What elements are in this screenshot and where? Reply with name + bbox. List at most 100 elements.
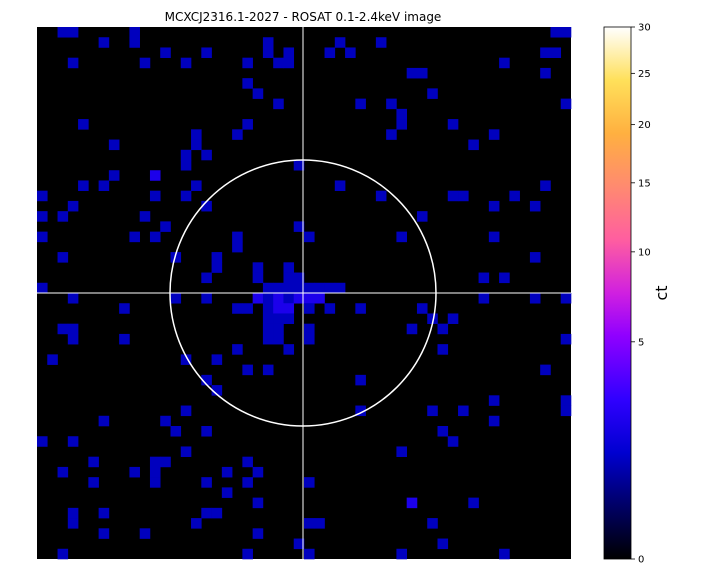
pixel	[529, 252, 541, 263]
pixel	[160, 456, 171, 468]
pixel	[139, 211, 151, 222]
pixel	[149, 190, 161, 202]
pixel	[529, 293, 541, 304]
pixel	[242, 456, 253, 468]
colorbar-tick-label: 5	[638, 337, 644, 348]
pixel	[468, 139, 479, 151]
pixel	[98, 415, 110, 427]
pixel	[57, 27, 69, 38]
pixel	[37, 211, 48, 222]
pixel	[488, 231, 500, 243]
pixel	[355, 98, 366, 110]
pixel	[78, 180, 89, 191]
pixel	[160, 221, 171, 232]
pixel	[242, 78, 253, 89]
pixel	[355, 303, 366, 314]
aperture-circle	[169, 159, 437, 427]
colorbar: 0 5 10 15 20 25 30 ct	[603, 23, 671, 566]
pixel	[242, 477, 253, 488]
pixel	[314, 282, 325, 294]
pixel	[211, 252, 223, 263]
pixel	[149, 231, 161, 243]
pixel	[396, 548, 407, 560]
pixel	[98, 180, 110, 191]
pixel	[201, 477, 212, 488]
pixel	[57, 211, 69, 222]
pixel	[67, 518, 79, 529]
pixel	[180, 57, 192, 69]
pixel	[427, 88, 438, 99]
pixel	[304, 303, 315, 314]
pixel	[37, 190, 48, 202]
pixel	[324, 282, 336, 294]
pixel	[540, 180, 551, 191]
pixel	[139, 528, 151, 539]
colorbar-tick-label: 15	[638, 178, 651, 189]
pixel	[139, 57, 151, 69]
chart-title: MCXCJ2316.1-2027 - ROSAT 0.1-2.4keV imag…	[165, 10, 442, 24]
pixel	[478, 272, 490, 284]
pixel	[262, 293, 274, 304]
pixel-layer	[37, 27, 572, 560]
pixel	[201, 426, 212, 437]
pixel	[550, 47, 562, 58]
pixel	[149, 466, 161, 478]
pixel	[314, 518, 325, 529]
pixel	[324, 303, 336, 314]
colorbar-tick-label: 0	[638, 555, 644, 566]
pixel	[242, 119, 253, 130]
pixel	[201, 149, 212, 161]
pixel	[98, 37, 110, 48]
pixel	[488, 129, 500, 140]
pixel	[221, 466, 233, 478]
pixel	[221, 487, 233, 498]
pixel	[304, 477, 315, 488]
pixel	[67, 323, 79, 335]
pixel	[560, 333, 572, 345]
pixel	[273, 303, 284, 314]
pixel	[540, 47, 551, 58]
pixel	[252, 262, 264, 273]
pixel	[293, 293, 305, 304]
pixel	[232, 129, 243, 140]
pixel	[201, 200, 212, 212]
pixel	[37, 436, 48, 447]
pixel	[560, 98, 572, 110]
pixel	[324, 47, 336, 58]
pixel	[540, 364, 551, 376]
pixel	[262, 364, 274, 376]
pixel	[67, 200, 79, 212]
pixel	[283, 303, 295, 314]
pixel	[396, 119, 407, 130]
pixel	[427, 313, 438, 324]
pixel	[396, 231, 407, 243]
pixel	[283, 57, 295, 69]
pixel	[396, 108, 407, 120]
pixel	[560, 293, 572, 304]
pixel	[355, 374, 366, 386]
pixel	[273, 323, 284, 335]
pixel	[386, 129, 397, 140]
pixel	[129, 37, 140, 48]
pixel	[201, 47, 212, 58]
pixel	[67, 333, 79, 345]
pixel	[170, 293, 182, 304]
pixel	[201, 272, 212, 284]
pixel	[57, 466, 69, 478]
pixel	[355, 405, 366, 417]
pixel	[283, 272, 295, 284]
pixel	[252, 293, 264, 304]
pixel	[108, 170, 120, 181]
pixel	[273, 57, 284, 69]
pixel	[560, 405, 572, 417]
pixel	[98, 528, 110, 539]
pixel	[88, 456, 99, 468]
pixel	[458, 190, 469, 202]
pixel	[304, 231, 315, 243]
pixel	[170, 426, 182, 437]
pixel	[529, 200, 541, 212]
pixel	[129, 466, 140, 478]
pixel	[211, 385, 223, 396]
pixel	[396, 446, 407, 457]
